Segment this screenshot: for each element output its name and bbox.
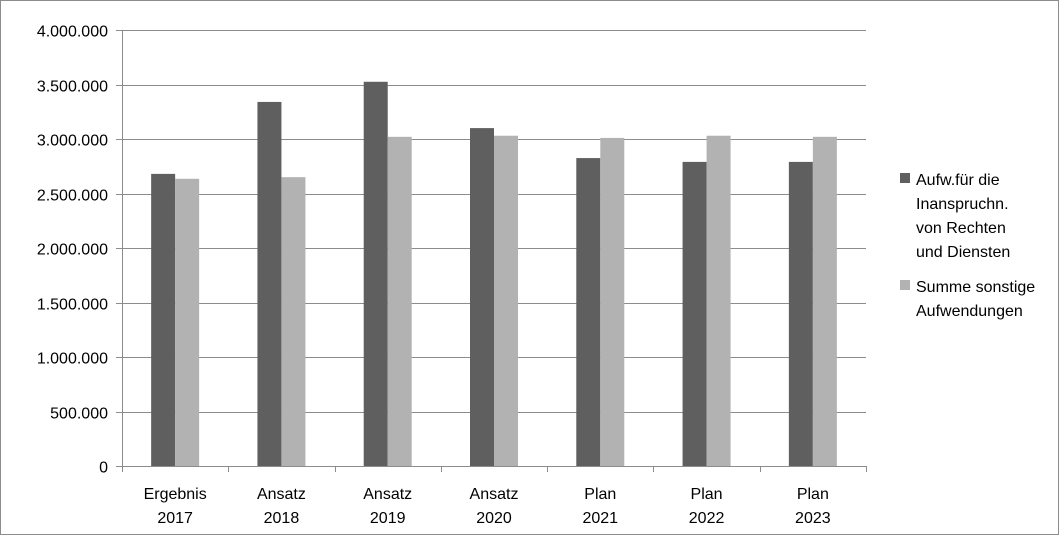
- y-tick-label: 2.000.000: [37, 242, 108, 259]
- x-tick-label: Ansatz 2019: [363, 486, 412, 527]
- bar-series-1: [363, 81, 388, 467]
- bar-series-2: [281, 177, 306, 466]
- bar-series-2: [812, 136, 837, 466]
- y-tick-label: 1.500.000: [37, 297, 108, 314]
- bar-series-1: [470, 128, 494, 466]
- bar-series-2: [387, 136, 412, 466]
- y-tick-label: 1.000.000: [37, 351, 108, 368]
- legend-swatch: [900, 280, 910, 290]
- y-axis-tick-labels: 0 500.000 1.000.000 1.500.000 2.000.000 2.500…: [37, 24, 108, 477]
- bar-series-1: [788, 161, 813, 466]
- bar-series-1: [151, 173, 176, 466]
- y-tick-label: 3.500.000: [37, 79, 108, 96]
- bar-series-2: [706, 135, 731, 467]
- bar-series-2: [600, 137, 625, 466]
- legend-swatch: [900, 173, 910, 183]
- y-tick-label: 3.000.000: [37, 133, 108, 150]
- bar-series-2: [494, 135, 518, 467]
- legend-label: Summe sonstige Aufwendungen: [916, 279, 1035, 320]
- y-tick-label: 500.000: [50, 406, 108, 423]
- bar-series-1: [576, 158, 601, 466]
- legend-item-series-2: Summe sonstige Aufwendungen: [900, 279, 1035, 320]
- x-axis-tick-labels: Ergebnis 2017 Ansatz 2018 Ansatz 2019 Ansatz 20…: [144, 486, 831, 527]
- x-tick-label: Ergebnis 2017: [144, 486, 207, 527]
- x-tick-label: Plan 2022: [689, 486, 725, 527]
- legend-item-series-1: Aufw.für die Inanspruchn. von Rechten und D…: [900, 172, 1010, 261]
- x-tick-label: Ansatz 2020: [470, 486, 519, 527]
- y-tick-label: 2.500.000: [37, 188, 108, 205]
- legend-label: Aufw.für die Inanspruchn. von Rechten und D…: [916, 172, 1010, 261]
- axes: [116, 30, 867, 472]
- x-tick-label: Plan 2023: [795, 486, 831, 527]
- legend: Aufw.für die Inanspruchn. von Rechten und D…: [900, 172, 1035, 320]
- bar-series-2: [175, 178, 200, 466]
- x-tick-label: Plan 2021: [582, 486, 618, 527]
- y-tick-label: 4.000.000: [37, 24, 108, 41]
- bar-series-1: [682, 161, 707, 466]
- bars: [151, 81, 837, 467]
- y-tick-label: 0: [99, 460, 108, 477]
- bar-series-1: [257, 101, 282, 466]
- x-tick-label: Ansatz 2018: [257, 486, 306, 527]
